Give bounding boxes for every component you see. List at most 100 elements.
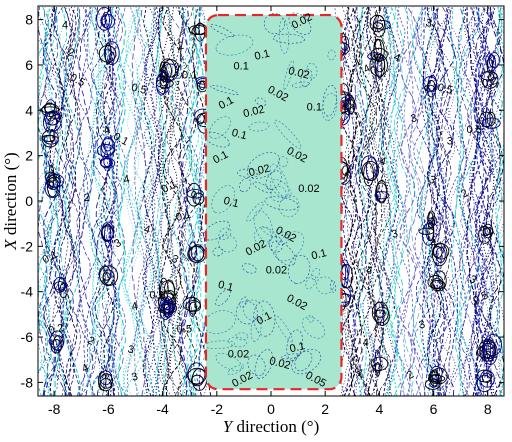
contour-line: [435, 6, 449, 396]
contour-line: [495, 7, 504, 396]
contour-line: [108, 7, 119, 396]
contour-loop: [426, 80, 437, 98]
contour-loop: [100, 137, 116, 156]
contour-line: [38, 6, 56, 396]
contour-line: [116, 6, 127, 396]
region-contour-loop: [204, 131, 230, 148]
contour-line: [484, 6, 502, 396]
contour-line: [388, 7, 399, 396]
contour-line: [450, 7, 462, 396]
contour-loop: [344, 94, 352, 116]
region-contour-loop: [271, 240, 296, 266]
contour-loop: [104, 223, 112, 248]
contour-line: [180, 7, 199, 396]
contour-loop: [373, 38, 382, 61]
region-contour-loop: [311, 267, 321, 280]
contour-loop: [161, 301, 174, 311]
contour-line: [395, 7, 411, 396]
contour-line: [351, 6, 373, 396]
contour-line: [431, 7, 449, 396]
contour-loop: [41, 134, 56, 142]
contour-loop: [486, 337, 495, 363]
contour-loop: [347, 98, 355, 115]
contour-line: [382, 6, 400, 396]
contour-label: 0.02: [266, 265, 287, 277]
region-contour-loop: [269, 163, 289, 198]
region-contour-loop: [280, 353, 300, 360]
region-contour-loop: [294, 350, 313, 372]
contour-line: [427, 7, 440, 396]
contour-label: 0.1: [230, 127, 248, 142]
contour-line: [42, 6, 57, 396]
contour-line: [342, 7, 359, 396]
contour-loop: [102, 269, 115, 286]
contour-label: 3: [418, 319, 427, 332]
contour-line: [168, 7, 180, 396]
contour-line: [357, 6, 373, 396]
contour-label: 0.02: [268, 355, 292, 372]
contour-loop: [435, 246, 446, 264]
contour-line: [346, 7, 359, 396]
contour-line: [44, 7, 62, 396]
contour-line: [420, 7, 441, 396]
contour-label: 2: [405, 369, 416, 382]
contour-line: [121, 6, 137, 396]
contour-label: 0.5: [177, 324, 192, 336]
contour-label: 4: [130, 300, 139, 313]
region-contour-loop: [277, 156, 289, 168]
contour-loop: [488, 73, 495, 82]
contour-line: [52, 7, 75, 396]
contour-loop: [374, 306, 390, 326]
contour-loop: [486, 111, 496, 126]
contour-label: 2: [459, 187, 470, 200]
region-contour-loop: [283, 60, 294, 90]
contour-line: [474, 7, 489, 396]
contour-label: 0.1: [310, 247, 328, 262]
region-contour-loop: [246, 152, 280, 179]
contour-loop: [363, 162, 374, 187]
contour-loop: [374, 301, 384, 324]
region-contour-loop: [228, 336, 247, 348]
contour-label: 0.5: [474, 347, 492, 362]
region-contour-loop: [270, 179, 292, 199]
contour-loop: [427, 221, 434, 242]
y-tick-label: 8: [25, 12, 33, 28]
region-contour-loop: [265, 170, 282, 190]
y-tick-label: 0: [25, 193, 33, 209]
contour-line: [178, 7, 199, 396]
contour-line: [498, 7, 504, 383]
region-contour-loop: [208, 116, 231, 139]
contour-line: [357, 6, 375, 396]
contour-label: 3: [409, 112, 418, 125]
contour-loop: [372, 14, 386, 38]
plot-area: 0.020.10.1 0.020.020.1 0.02 0.10.10.020.10.…: [38, 6, 504, 396]
region-contour-loop: [210, 24, 235, 38]
y-tick-label: -8: [21, 374, 34, 390]
contour-loop: [186, 188, 204, 199]
contour-line: [38, 6, 50, 374]
contour-label: 4: [143, 223, 152, 236]
x-tick-label: 8: [484, 401, 492, 417]
region-contour-loop: [272, 33, 305, 44]
contour-line: [111, 7, 123, 396]
region-contour-loop: [203, 220, 231, 241]
region-contour-loop: [300, 68, 313, 87]
contour-loop: [185, 300, 202, 313]
contour-loop: [431, 242, 448, 267]
contour-line: [419, 7, 436, 396]
contour-loop: [192, 192, 205, 205]
contour-loop: [44, 171, 57, 182]
contour-loop: [360, 155, 378, 180]
contour-line: [159, 7, 171, 396]
x-axis: -8 -6 -4 -2 0 2 4 6 8: [48, 6, 492, 417]
contour-line: [90, 7, 110, 396]
contour-line: [440, 7, 452, 396]
contour-loop: [369, 14, 385, 33]
contour-line: [186, 6, 209, 396]
contour-line: [56, 6, 68, 396]
region-contour-loop: [286, 329, 303, 361]
contour-label: 0.02: [242, 103, 266, 120]
contour-line: [91, 7, 101, 396]
region-contour-loop: [301, 316, 325, 339]
